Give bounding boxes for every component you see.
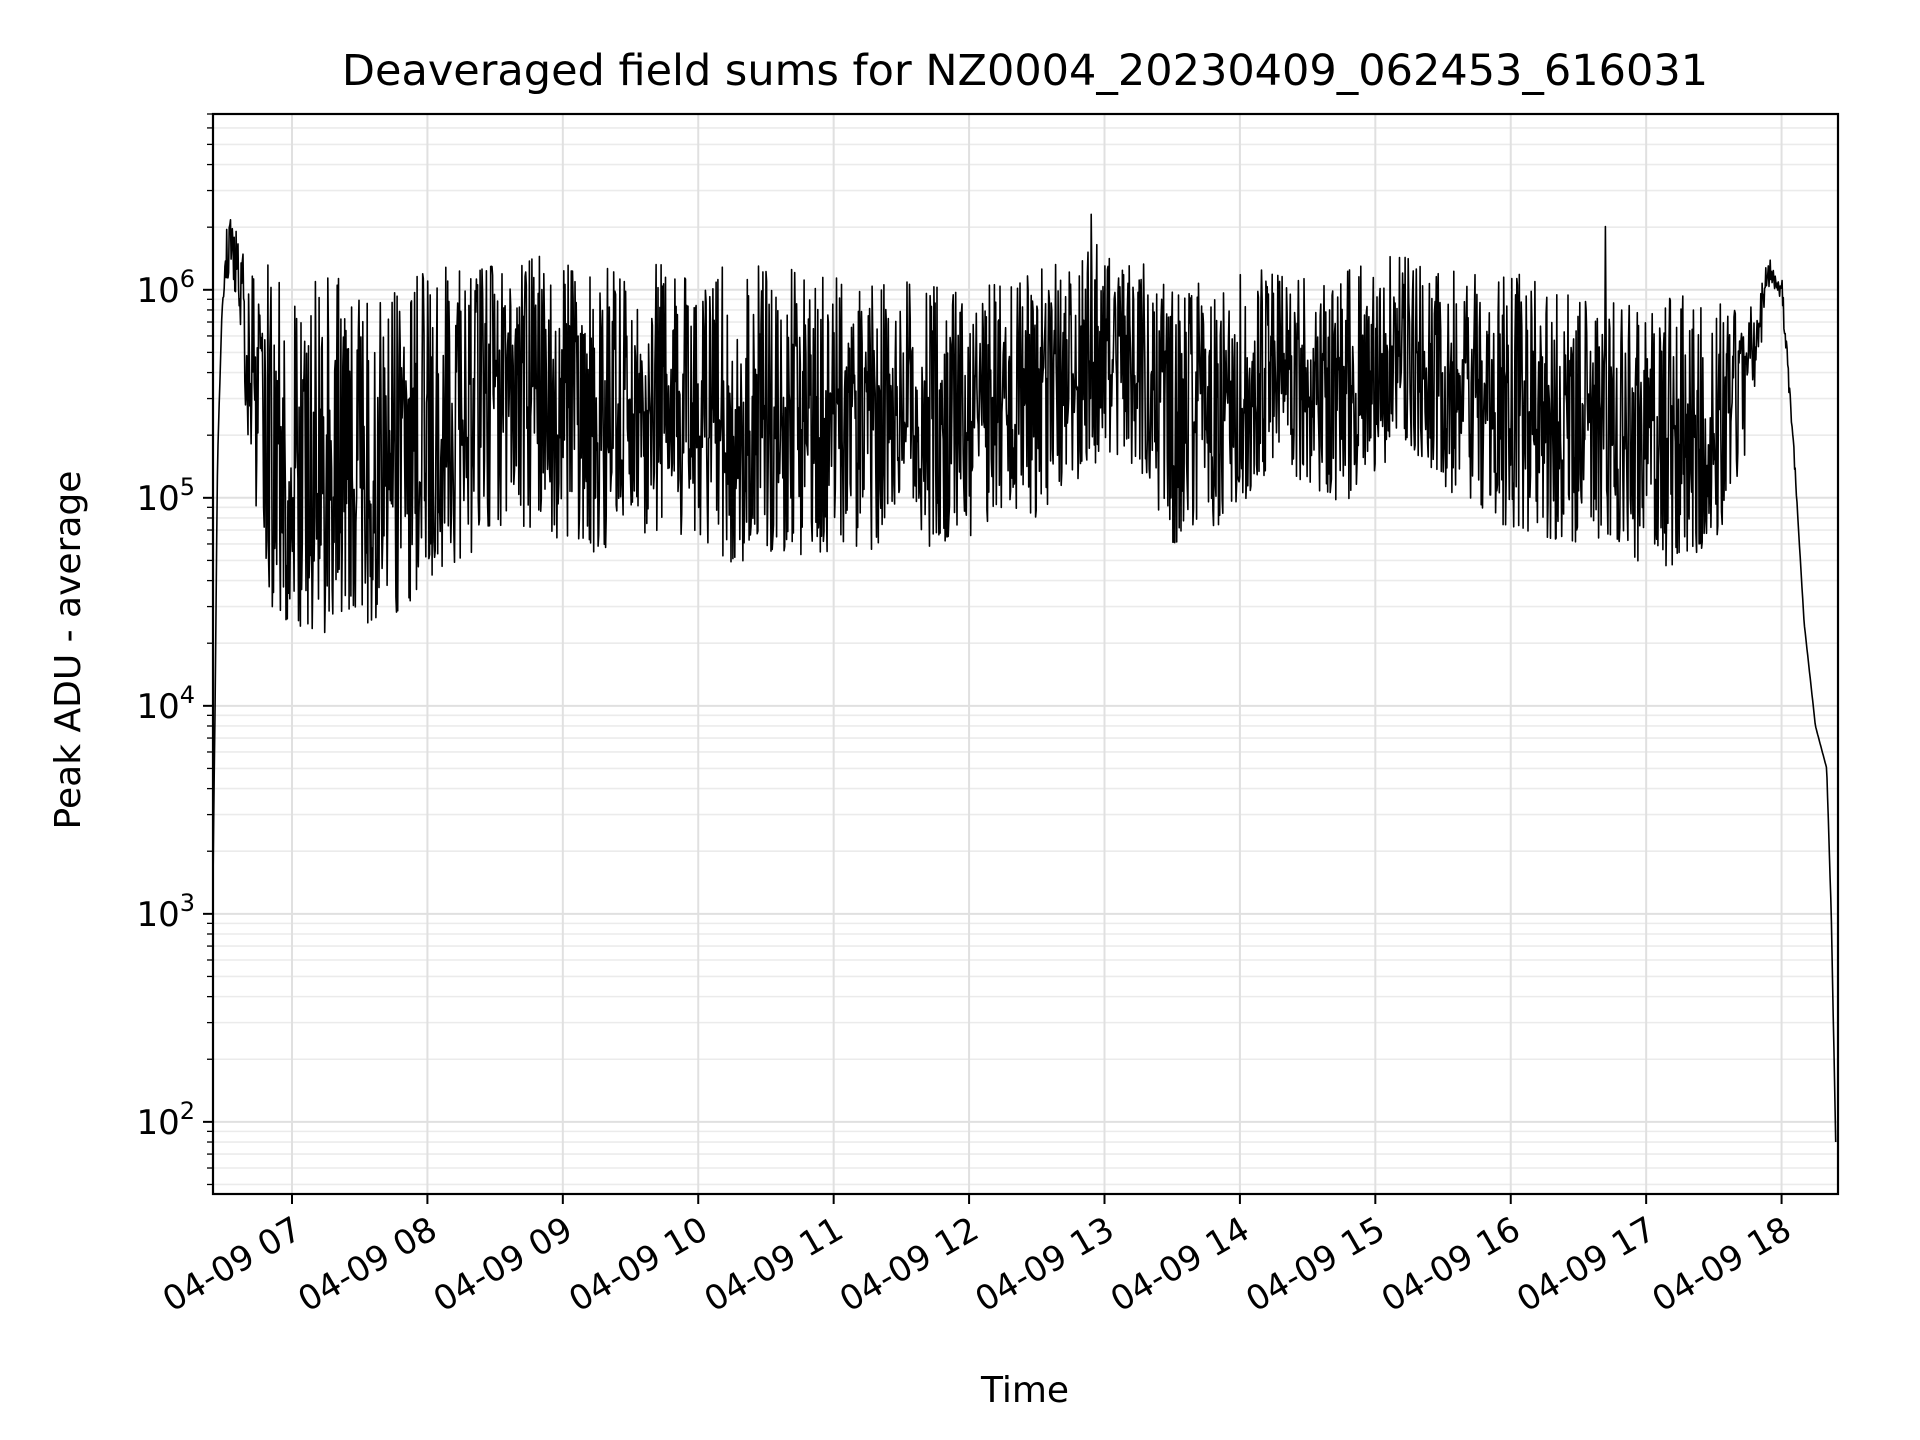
y-tick-label: 102 [136,1097,195,1143]
y-tick-label: 105 [136,473,195,519]
y-tick-label: 103 [136,889,195,935]
axis-ticks [203,113,1783,1204]
y-tick-base: 10 [136,271,179,311]
y-tick-label: 104 [136,681,195,727]
y-axis-label: Peak ADU - average [48,471,89,830]
y-tick-base: 10 [136,479,179,519]
y-tick-exponent: 6 [180,265,195,293]
y-tick-exponent: 5 [180,473,195,501]
y-tick-exponent: 4 [180,681,195,709]
chart-title: Deaveraged field sums for NZ0004_2023040… [342,46,1708,96]
y-tick-base: 10 [136,1103,179,1143]
x-axis-label: Time [980,1370,1069,1411]
y-tick-base: 10 [136,895,179,935]
y-tick-exponent: 2 [180,1097,195,1125]
y-tick-label: 106 [136,265,195,311]
y-tick-exponent: 3 [180,889,195,917]
series-line [212,213,1837,1143]
plot-frame [211,112,1840,1196]
series-group [212,213,1837,1143]
y-tick-base: 10 [136,687,179,727]
